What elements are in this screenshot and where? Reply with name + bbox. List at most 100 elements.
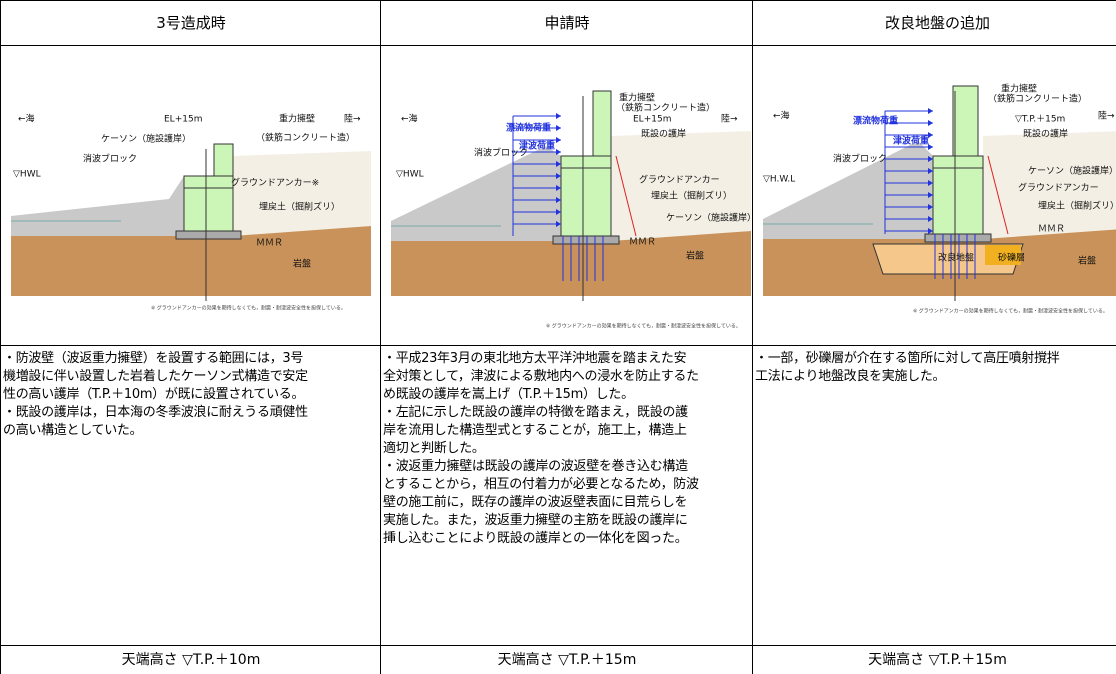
description-line: 機増設に伴い設置した岩着したケーソン式構造で安定: [3, 369, 308, 384]
backfill: [233, 151, 371, 236]
arrow-head: [556, 209, 561, 215]
diagram-label: ケーソン（施設護岸）: [666, 212, 753, 224]
description-line: 挿し込むことにより既設の護岸との一体化を図った。: [383, 531, 688, 546]
description-line: 適切と判断した。: [383, 441, 485, 456]
arrow-head: [928, 132, 933, 138]
backfill: [983, 131, 1116, 239]
diagram-label: 陸→: [721, 113, 738, 125]
footer-cell: 天端高さ ▽T.P.＋15m: [752, 645, 1116, 674]
description-line: 実施した。また，波返重力擁壁の主筋を既設の護岸に: [383, 513, 688, 528]
arrow-head: [928, 168, 933, 174]
arrow-head: [556, 113, 561, 119]
description-line: の高い構造としていた。: [3, 423, 143, 438]
diagram-label: EL+15m: [633, 115, 671, 125]
diagram-label: 既設の護岸: [641, 128, 686, 140]
arrow-head: [928, 144, 933, 150]
diagram-label: 埋戻土（掘削ズリ）: [259, 201, 340, 213]
diagram-label: 津波荷重: [519, 140, 555, 152]
diagram-label: ＭＭＲ: [629, 238, 656, 248]
diagram-label: ←海: [18, 113, 35, 125]
description-line: 工法により地盤改良を実施した。: [755, 369, 946, 384]
diagram-label: 埋戻土（掘削ズリ）: [1038, 200, 1116, 212]
ground: [11, 226, 371, 296]
caisson: [183, 175, 234, 232]
diagram-label: グラウンドアンカー※: [231, 177, 319, 189]
diagram-label: 重力擁壁: [619, 92, 655, 104]
description-cell: ・防波壁（波返重力擁壁）を設置する範囲には，3号 機増設に伴い設置した岩着したケー…: [0, 345, 381, 645]
diagram-label: 漂流物荷重: [506, 122, 551, 134]
diagram: ←海 EL+15m 重力擁壁 陸→ （鉄筋コンクリート造） ケーソン（施設護岸） 消波ブロッ…: [11, 113, 371, 312]
description-line: ・平成23年3月の東北地方太平洋沖地震を踏まえた安: [383, 351, 687, 366]
diagram-label: ＭＭＲ: [1038, 225, 1065, 235]
diagram-note: ※ グラウンドアンカーの効果を期待しなくても，耐震・耐津波安全性を担保している。: [151, 305, 346, 312]
diagram-label: 改良地盤: [938, 252, 974, 264]
gravel-layer: [985, 245, 1021, 265]
diagram-label: グラウンドアンカー: [1018, 182, 1099, 194]
diagram-label: 消波ブロック: [474, 147, 528, 159]
diagram-cell: ←海 重力擁壁 （鉄筋コンクリート造） EL+15m 漂流物荷重 既設の護岸 陸→ 津波荷重消…: [380, 45, 753, 345]
diagram-label: 陸→: [344, 113, 361, 125]
arrow-head: [556, 185, 561, 191]
description-cell: ・一部，砂礫層が介在する箇所に対して高圧噴射撹拌 工法により地盤改良を実施した。: [752, 345, 1116, 645]
description-line: とすることから，相互の付着力が必要となるため，防波: [383, 477, 699, 492]
diagram-label: 岩盤: [1078, 255, 1096, 267]
arrow-head: [556, 137, 561, 143]
description-line: ・既設の護岸は，日本海の冬季波浪に耐えうる頑健性: [3, 405, 308, 420]
arrow-head: [556, 197, 561, 203]
arrow-head: [928, 192, 933, 198]
arrow-head: [928, 228, 933, 234]
arrow-head: [556, 149, 561, 155]
arrow-head: [928, 216, 933, 222]
description-line: 全対策として，津波による敷地内への浸水を防止するた: [383, 369, 699, 384]
caisson: [932, 155, 984, 235]
earth-pressure: [615, 155, 637, 237]
diagram-label: ←海: [773, 110, 790, 122]
description-line: ・波返重力擁壁は既設の護岸の波返壁を巻き込む構造: [383, 459, 688, 474]
diagram-label: ケーソン（施設護岸）: [101, 133, 191, 145]
description-line: ・一部，砂礫層が介在する箇所に対して高圧噴射撹拌: [755, 351, 1060, 366]
diagram-label: ▽H.W.L: [763, 175, 795, 185]
footer-cell: 天端高さ ▽T.P.＋10m: [0, 645, 381, 674]
diagram-label: ←海: [401, 113, 418, 125]
diagram-note: ※ グラウンドアンカーの効果を期待しなくても，耐震・耐津波安全性を担保している。: [546, 323, 741, 330]
gravity-wall: [213, 143, 234, 177]
diagram-label: 既設の護岸: [1023, 128, 1068, 140]
arrow-head: [928, 156, 933, 162]
diagram-label: ▽HWL: [13, 170, 41, 180]
wave-blocks: [391, 146, 561, 241]
arrow-head: [928, 108, 933, 114]
diagram-label: グラウンドアンカー: [639, 174, 720, 186]
diagram-label: 陸→: [1098, 110, 1115, 122]
diagram-cell: ←海 重力擁壁 （鉄筋コンクリート造） 漂流物荷重 ▽T.P.＋15m 陸→ 既設の護岸 津波…: [752, 45, 1116, 345]
description-line: ・左記に示した既設の護岸の特徴を踏まえ，既設の護: [383, 405, 688, 420]
wave-blocks: [11, 176, 184, 236]
diagram-label: 津波荷重: [893, 135, 929, 147]
description-line: め既設の護岸を嵩上げ（T.P.＋15m）した。: [383, 387, 634, 402]
diagram-label: （鉄筋コンクリート造）: [256, 132, 355, 144]
diagram-label: 漂流物荷重: [853, 115, 898, 127]
diagram-note: ※ グラウンドアンカーの効果を期待しなくても，耐震・耐津波安全性を担保している。: [913, 308, 1108, 315]
diagram-label: 消波ブロック: [833, 153, 887, 165]
arrow-head: [928, 120, 933, 126]
description-line: 性の高い護岸（T.P.＋10m）が既に設置されている。: [3, 387, 305, 402]
arrow-head: [556, 221, 561, 227]
footer-cell: 天端高さ ▽T.P.＋15m: [380, 645, 753, 674]
diagram-label: 埋戻土（掘削ズリ）: [651, 190, 732, 202]
backfill: [611, 131, 751, 241]
diagram-label: （鉄筋コンクリート造）: [988, 93, 1087, 105]
earth-pressure: [987, 155, 1009, 235]
gravity-wall: [952, 85, 979, 157]
wave-blocks: [763, 141, 933, 239]
diagram-label: 消波ブロック: [83, 153, 137, 165]
arrow-head: [556, 161, 561, 167]
header-cell: 申請時: [380, 0, 753, 45]
diagram-label: EL+15m: [164, 115, 202, 125]
caisson: [560, 155, 612, 237]
diagram-cell: ←海 EL+15m 重力擁壁 陸→ （鉄筋コンクリート造） ケーソン（施設護岸） 消波ブロッ…: [0, 45, 381, 345]
diagram-label: 重力擁壁: [1001, 83, 1037, 95]
description-line: 岸を流用した構造型式とすることが，施工上，構造上: [383, 423, 687, 438]
diagram-label: ▽HWL: [396, 170, 424, 180]
description-line: ・防波壁（波返重力擁壁）を設置する範囲には，3号: [3, 351, 304, 366]
